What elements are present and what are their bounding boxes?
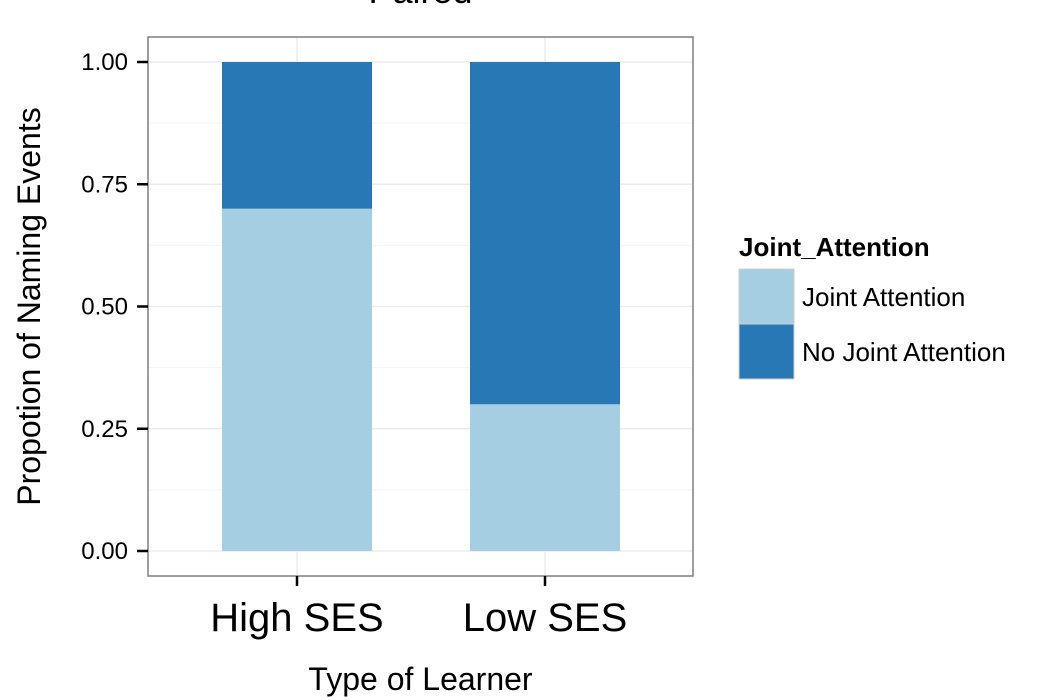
legend-key-no-joint-attention (738, 323, 795, 380)
bar-high-ses-no-joint-attention (222, 62, 372, 209)
y-tick-label: 0.25 (81, 416, 128, 443)
y-tick-label: 0.50 (81, 294, 128, 321)
y-axis-title: Propotion of Naming Events (11, 107, 47, 505)
y-axis: 0.00 0.25 0.50 0.75 1.00 (81, 49, 148, 565)
legend-label-joint-attention: Joint Attention (802, 282, 965, 312)
legend-title: Joint_Attention (739, 232, 930, 262)
x-axis: High SES Low SES (210, 576, 627, 640)
y-tick-label: 0.75 (81, 171, 128, 198)
legend-key-joint-attention (738, 268, 795, 325)
x-axis-title: Type of Learner (308, 661, 532, 697)
x-tick-label: Low SES (463, 596, 628, 640)
bars (222, 62, 620, 551)
bar-low-ses-no-joint-attention (470, 62, 620, 405)
legend: Joint_Attention Joint Attention No Joint … (738, 232, 1006, 380)
x-tick-label: High SES (210, 596, 383, 640)
y-tick-label: 1.00 (81, 49, 128, 76)
bar-high-ses-joint-attention (222, 208, 372, 551)
chart-title: Paired (368, 0, 472, 11)
y-tick-label: 0.00 (81, 538, 128, 565)
legend-label-no-joint-attention: No Joint Attention (802, 337, 1006, 367)
bar-low-ses-joint-attention (470, 404, 620, 551)
legend-items: Joint Attention No Joint Attention (738, 268, 1006, 380)
